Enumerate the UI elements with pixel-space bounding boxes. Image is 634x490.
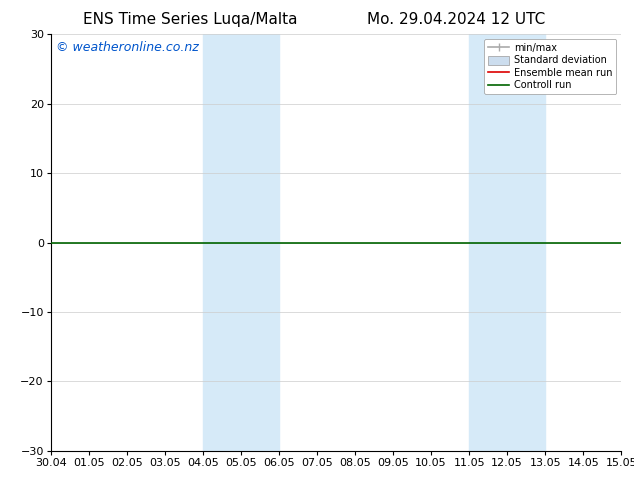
Text: Mo. 29.04.2024 12 UTC: Mo. 29.04.2024 12 UTC (367, 12, 546, 27)
Legend: min/max, Standard deviation, Ensemble mean run, Controll run: min/max, Standard deviation, Ensemble me… (484, 39, 616, 94)
Text: ENS Time Series Luqa/Malta: ENS Time Series Luqa/Malta (83, 12, 297, 27)
Text: © weatheronline.co.nz: © weatheronline.co.nz (56, 41, 199, 53)
Bar (469, 34, 545, 451)
Bar (203, 34, 279, 451)
